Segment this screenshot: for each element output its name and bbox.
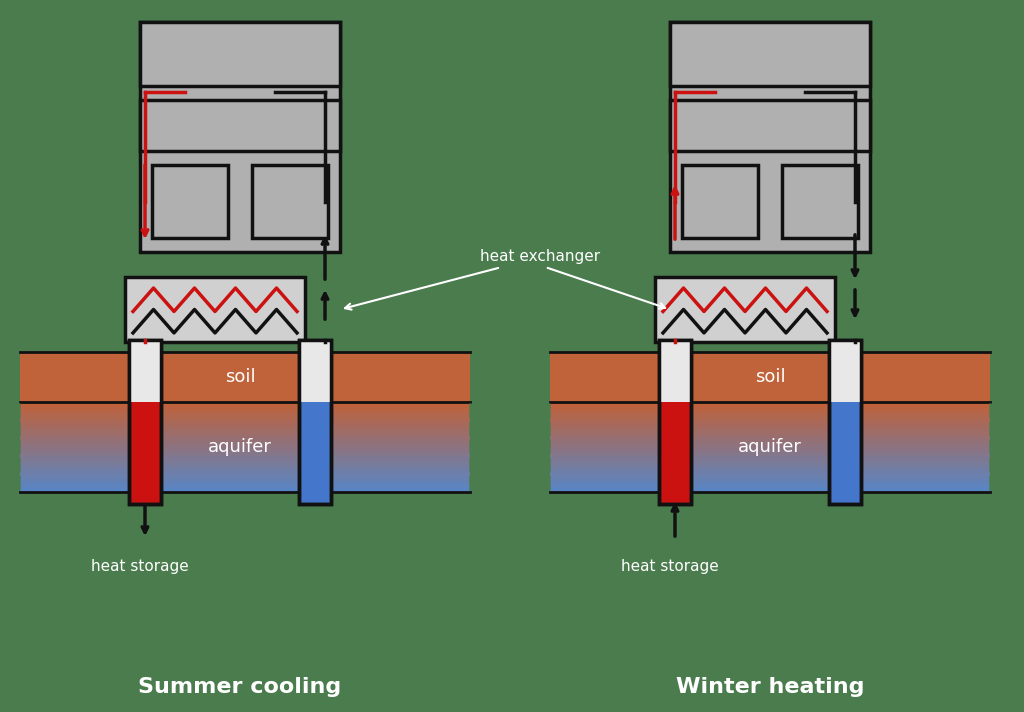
Polygon shape [470, 476, 485, 490]
Polygon shape [990, 458, 1005, 472]
Polygon shape [990, 404, 1005, 418]
Bar [550, 447, 990, 451]
Bar [20, 483, 470, 488]
Bar [829, 340, 861, 504]
Text: Summer cooling: Summer cooling [138, 677, 342, 697]
Polygon shape [5, 476, 20, 490]
Bar [20, 461, 470, 465]
Text: Winter heating: Winter heating [676, 677, 864, 697]
Polygon shape [990, 476, 1005, 490]
Bar [550, 402, 990, 407]
Bar [550, 420, 990, 424]
Bar [550, 352, 990, 402]
Bar [20, 416, 470, 420]
Bar [782, 164, 858, 239]
Text: heat storage: heat storage [622, 559, 719, 574]
Bar [20, 478, 470, 483]
Bar [252, 164, 328, 239]
Bar [659, 340, 691, 402]
Bar [550, 434, 990, 438]
Polygon shape [990, 422, 1005, 436]
Bar [20, 438, 470, 442]
Bar [20, 488, 470, 492]
Bar [129, 340, 161, 402]
Bar [140, 100, 340, 151]
Bar [550, 483, 990, 488]
Bar [20, 407, 470, 411]
Bar [140, 22, 340, 86]
Bar [550, 461, 990, 465]
Bar [550, 438, 990, 442]
Bar [152, 164, 228, 239]
Polygon shape [5, 440, 20, 454]
Polygon shape [535, 422, 550, 436]
Bar [550, 456, 990, 461]
Bar [129, 340, 161, 504]
Polygon shape [5, 458, 20, 472]
Bar [20, 411, 470, 416]
Bar [20, 474, 470, 478]
Bar [20, 465, 470, 469]
Bar [129, 340, 161, 504]
Bar [140, 22, 340, 252]
Polygon shape [470, 440, 485, 454]
Bar [550, 411, 990, 416]
Bar [550, 488, 990, 492]
Bar [20, 456, 470, 461]
Polygon shape [535, 440, 550, 454]
Bar [20, 469, 470, 474]
Polygon shape [470, 404, 485, 418]
Text: aquifer: aquifer [208, 438, 272, 456]
Text: soil: soil [755, 368, 785, 386]
Bar [659, 340, 691, 504]
Bar [299, 340, 331, 504]
Bar [550, 474, 990, 478]
Polygon shape [470, 422, 485, 436]
Bar [829, 340, 861, 402]
Bar [20, 451, 470, 456]
Bar [550, 429, 990, 434]
Bar [659, 340, 691, 504]
Text: heat storage: heat storage [91, 559, 188, 574]
Bar [20, 442, 470, 447]
Bar [125, 277, 305, 342]
Polygon shape [535, 458, 550, 472]
Bar [20, 402, 470, 407]
Bar [20, 352, 470, 402]
Bar [550, 451, 990, 456]
Polygon shape [470, 458, 485, 472]
Polygon shape [5, 422, 20, 436]
Bar [299, 340, 331, 402]
Bar [682, 164, 758, 239]
Text: aquifer: aquifer [738, 438, 802, 456]
Bar [550, 442, 990, 447]
Polygon shape [5, 404, 20, 418]
Bar [20, 424, 470, 429]
Bar [550, 407, 990, 411]
Bar [655, 277, 835, 342]
Bar [550, 469, 990, 474]
Bar [550, 465, 990, 469]
Bar [20, 434, 470, 438]
Polygon shape [990, 440, 1005, 454]
Bar [670, 22, 870, 86]
Bar [550, 416, 990, 420]
Polygon shape [535, 476, 550, 490]
Text: soil: soil [224, 368, 255, 386]
Text: heat exchanger: heat exchanger [345, 249, 600, 310]
Bar [299, 340, 331, 504]
Bar [550, 478, 990, 483]
Bar [550, 424, 990, 429]
Bar [20, 429, 470, 434]
Polygon shape [535, 404, 550, 418]
Bar [20, 447, 470, 451]
Bar [20, 420, 470, 424]
Bar [670, 22, 870, 252]
Bar [829, 340, 861, 504]
Bar [670, 100, 870, 151]
